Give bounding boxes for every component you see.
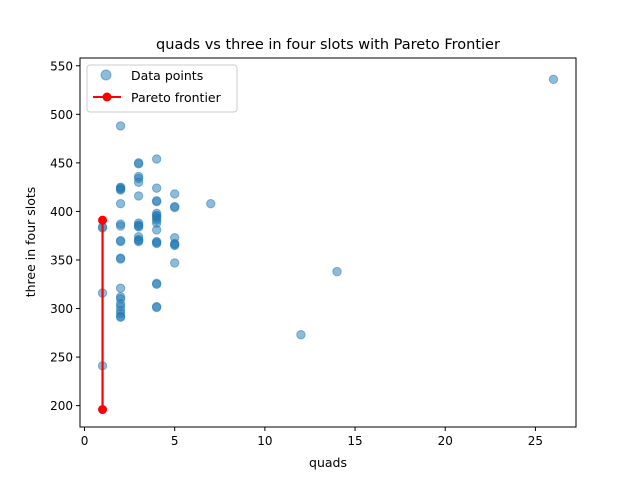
x-axis-ticks: 0 5 10 15 20 25 bbox=[81, 427, 543, 448]
data-point bbox=[332, 266, 342, 277]
y-tick-label: 300 bbox=[50, 302, 73, 316]
y-tick-label: 500 bbox=[50, 108, 73, 122]
x-tick-label: 10 bbox=[257, 434, 272, 448]
y-tick-label: 250 bbox=[50, 351, 73, 365]
data-point bbox=[133, 191, 144, 201]
data-point bbox=[115, 185, 126, 195]
x-axis-label: quads bbox=[309, 455, 347, 470]
data-point bbox=[151, 302, 162, 313]
data-point bbox=[115, 236, 126, 247]
x-tick-label: 25 bbox=[528, 434, 543, 448]
x-tick-label: 5 bbox=[171, 434, 179, 448]
data-point bbox=[115, 198, 126, 209]
data-point bbox=[169, 240, 180, 251]
data-point bbox=[133, 222, 144, 232]
y-axis-ticks: 200 250 300 350 400 450 500 550 bbox=[50, 59, 80, 413]
data-point bbox=[169, 202, 180, 213]
y-axis-label: three in four slots bbox=[23, 187, 38, 298]
legend-label-data-points: Data points bbox=[131, 68, 203, 83]
data-point bbox=[151, 197, 162, 207]
data-point bbox=[115, 221, 126, 231]
data-point bbox=[169, 258, 180, 268]
data-point bbox=[151, 154, 162, 164]
y-tick-label: 550 bbox=[50, 59, 73, 73]
y-tick-label: 350 bbox=[50, 253, 73, 267]
y-tick-label: 200 bbox=[50, 399, 73, 413]
data-point bbox=[151, 279, 162, 289]
y-tick-label: 400 bbox=[50, 205, 73, 219]
plot-area bbox=[97, 74, 559, 415]
data-point bbox=[169, 189, 180, 199]
data-point bbox=[548, 74, 559, 85]
data-point bbox=[115, 312, 126, 322]
x-tick-label: 15 bbox=[347, 434, 362, 448]
legend: Data points Pareto frontier bbox=[86, 64, 238, 113]
data-point bbox=[151, 183, 162, 193]
legend-marker-data-points bbox=[100, 69, 112, 81]
x-tick-label: 0 bbox=[81, 434, 89, 448]
legend-box bbox=[86, 64, 238, 113]
data-point bbox=[151, 225, 162, 235]
x-tick-label: 20 bbox=[438, 434, 453, 448]
chart-title: quads vs three in four slots with Pareto… bbox=[156, 37, 500, 53]
data-point bbox=[115, 254, 126, 264]
data-point bbox=[206, 198, 216, 209]
data-point bbox=[133, 159, 144, 169]
pareto-point bbox=[98, 405, 108, 415]
legend-label-pareto: Pareto frontier bbox=[131, 90, 222, 105]
data-point bbox=[296, 330, 306, 340]
data-point bbox=[115, 283, 126, 293]
data-point bbox=[133, 236, 144, 247]
data-point bbox=[133, 177, 144, 187]
y-tick-label: 450 bbox=[50, 156, 73, 170]
pareto-point bbox=[98, 215, 108, 225]
data-point bbox=[115, 121, 126, 131]
data-point bbox=[151, 238, 162, 249]
axes-frame bbox=[79, 57, 577, 428]
legend-marker-pareto bbox=[102, 92, 112, 102]
